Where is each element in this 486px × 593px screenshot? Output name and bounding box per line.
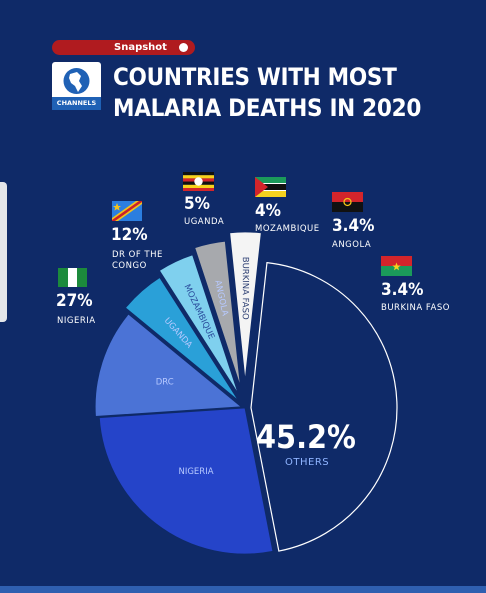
pie-slice-angola: [194, 240, 241, 387]
pie-slice-uganda: [124, 276, 239, 401]
pie-slice-drc: [94, 313, 243, 417]
badge-dot-icon: [179, 43, 188, 52]
title-line-1: COUNTRIES WITH MOST: [113, 63, 397, 91]
burkina-faso-label: BURKINA FASO: [381, 303, 450, 313]
snapshot-badge: Snapshot: [52, 40, 195, 55]
angola-label: ANGOLA: [332, 240, 372, 250]
drc-percent: 12%: [111, 225, 148, 245]
nigeria-percent: 27%: [56, 291, 93, 311]
title-line-2: MALARIA DEATHS IN 2020: [113, 94, 422, 122]
pie-slice-mozambique: [158, 254, 239, 394]
uganda-flag: [183, 172, 214, 191]
mozambique-label: MOZAMBIQUE: [255, 224, 320, 234]
globe-icon: [63, 68, 90, 94]
slice-label-nigeria: NIGERIA: [178, 467, 213, 477]
others-label: OTHERS: [285, 457, 330, 468]
snapshot-label: Snapshot: [114, 42, 167, 53]
pie-slice-nigeria: [98, 407, 274, 555]
drc-flag: [112, 201, 142, 221]
nigeria-flag: [58, 268, 87, 287]
burkina-faso-percent: 3.4%: [381, 280, 424, 300]
mozambique-percent: 4%: [255, 201, 281, 221]
burkina-faso-flag: [381, 256, 412, 276]
mozambique-flag: [255, 177, 286, 197]
channels-logo: CHANNELS: [52, 62, 101, 110]
angola-flag: [332, 192, 363, 212]
bottom-strip: [0, 586, 486, 593]
chart-title: COUNTRIES WITH MOST MALARIA DEATHS IN 20…: [113, 62, 421, 124]
uganda-percent: 5%: [184, 194, 210, 214]
pie-slice-others: [250, 261, 398, 552]
drc-label: DR OF THE CONGO: [112, 250, 163, 271]
pie-slice-burkina-faso: [229, 231, 262, 381]
uganda-label: UGANDA: [184, 217, 225, 227]
slice-label-burkina-faso: BURKINA FASO: [240, 257, 250, 320]
logo-wordmark: CHANNELS: [52, 97, 101, 110]
others-percent: 45.2%: [256, 418, 356, 456]
angola-percent: 3.4%: [332, 216, 375, 236]
slice-label-drc: DRC: [156, 378, 174, 388]
side-handle[interactable]: [0, 182, 7, 322]
nigeria-label: NIGERIA: [57, 316, 96, 326]
